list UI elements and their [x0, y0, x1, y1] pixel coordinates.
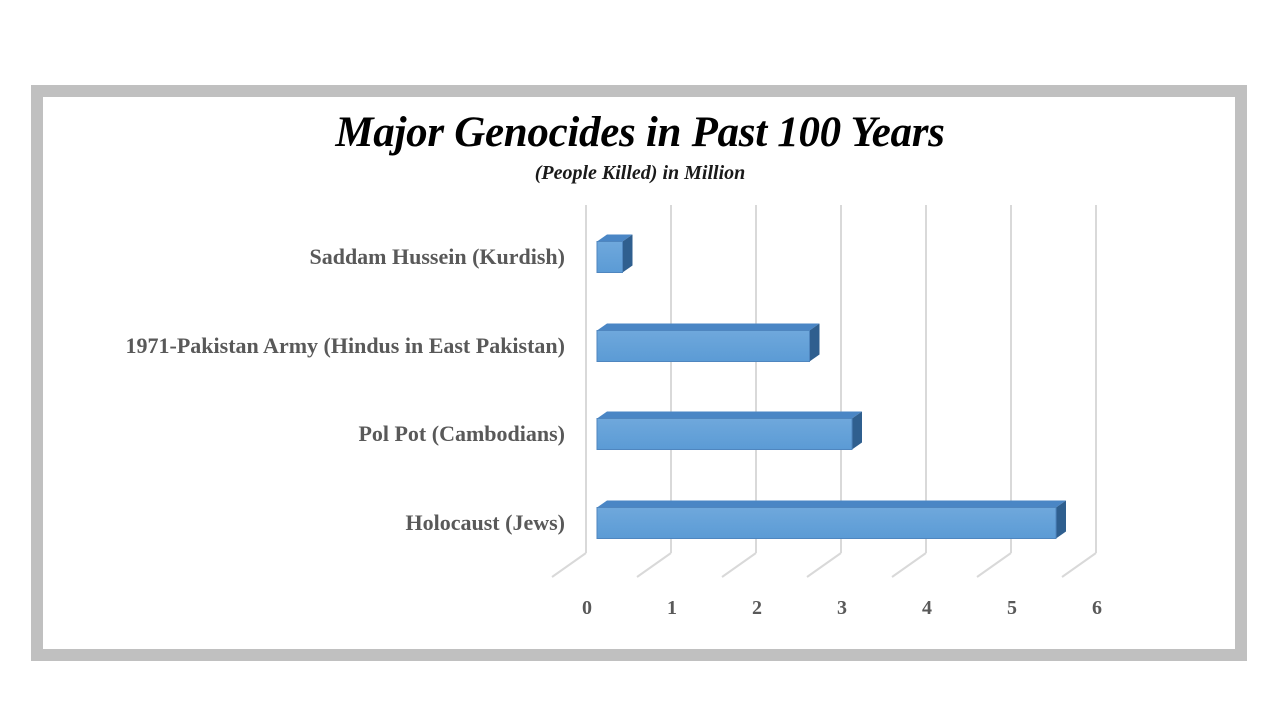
gridline-floor [806, 552, 842, 578]
category-label: Pol Pot (Cambodians) [358, 421, 565, 446]
bar-top [597, 411, 862, 419]
category-label: 1971-Pakistan Army (Hindus in East Pakis… [126, 333, 565, 358]
bar-side [622, 234, 633, 273]
bar-side [1056, 500, 1066, 539]
bar-top [597, 500, 1066, 508]
bars [596, 234, 1066, 539]
bar-top [597, 323, 820, 331]
category-labels: Saddam Hussein (Kurdish) 1971-Pakistan Ar… [126, 244, 565, 535]
bar [596, 241, 623, 273]
x-tick-label: 1 [667, 597, 677, 619]
x-tick-label: 2 [752, 597, 762, 619]
bar [596, 330, 810, 362]
x-tick-label: 6 [1092, 597, 1102, 619]
x-axis-ticks: 0 1 2 3 4 5 6 [582, 597, 1102, 619]
chart-title: Major Genocides in Past 100 Years [335, 109, 945, 156]
gridline-floor [891, 552, 927, 578]
chart-subtitle: (People Killed) in Million [534, 162, 746, 184]
bar-side [809, 323, 820, 362]
x-tick-label: 5 [1007, 597, 1017, 619]
category-label: Holocaust (Jews) [406, 510, 565, 535]
x-tick-label: 0 [582, 597, 592, 619]
bar-side [852, 411, 862, 450]
bar [596, 507, 1057, 539]
bar [596, 418, 853, 450]
x-tick-label: 4 [922, 597, 932, 619]
gridline-floor [551, 552, 587, 578]
chart-frame [31, 85, 1247, 661]
gridlines [551, 205, 1097, 578]
gridline-floor [721, 552, 757, 578]
gridline-floor [976, 552, 1012, 578]
category-label: Saddam Hussein (Kurdish) [309, 244, 565, 269]
gridline-floor [636, 552, 672, 578]
x-tick-label: 3 [837, 597, 847, 619]
bar-top [597, 234, 633, 242]
gridline-floor [1061, 552, 1097, 578]
